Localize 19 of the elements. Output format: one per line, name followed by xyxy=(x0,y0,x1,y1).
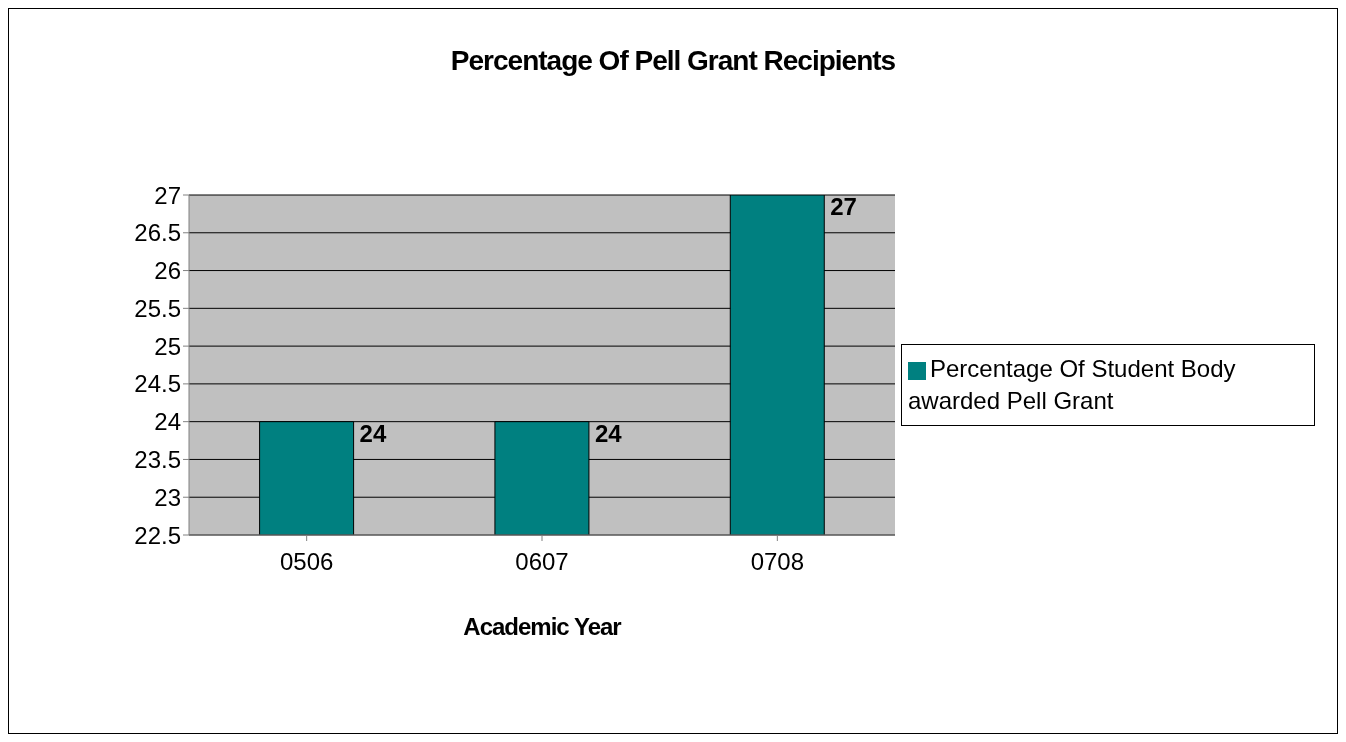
y-tick-label: 26 xyxy=(154,257,181,285)
x-tick-label: 0506 xyxy=(279,548,334,576)
y-tick-label: 24.5 xyxy=(134,370,181,398)
y-tick-label: 25 xyxy=(154,332,181,360)
y-tick-label: 22.5 xyxy=(134,521,181,549)
data-label: 27 xyxy=(830,193,857,220)
x-tick-label: 0708 xyxy=(750,548,805,576)
data-label: 24 xyxy=(359,419,387,447)
y-tick-label: 23.5 xyxy=(134,445,181,473)
y-tick-label: 24 xyxy=(154,408,181,436)
x-axis-title: Academic Year xyxy=(463,613,622,640)
y-tick-label: 23 xyxy=(154,483,181,511)
data-label: 24 xyxy=(594,419,623,447)
x-tick-label: 0607 xyxy=(515,548,569,576)
chart-title: Percentage Of Pell Grant Recipients xyxy=(449,44,897,78)
legend-label: Percentage Of Student Body awarded Pell Grant xyxy=(908,355,1236,414)
y-tick-label: 27 xyxy=(154,181,181,209)
y-tick-label: 25.5 xyxy=(134,294,181,322)
y-tick-label: 26.5 xyxy=(134,219,181,247)
